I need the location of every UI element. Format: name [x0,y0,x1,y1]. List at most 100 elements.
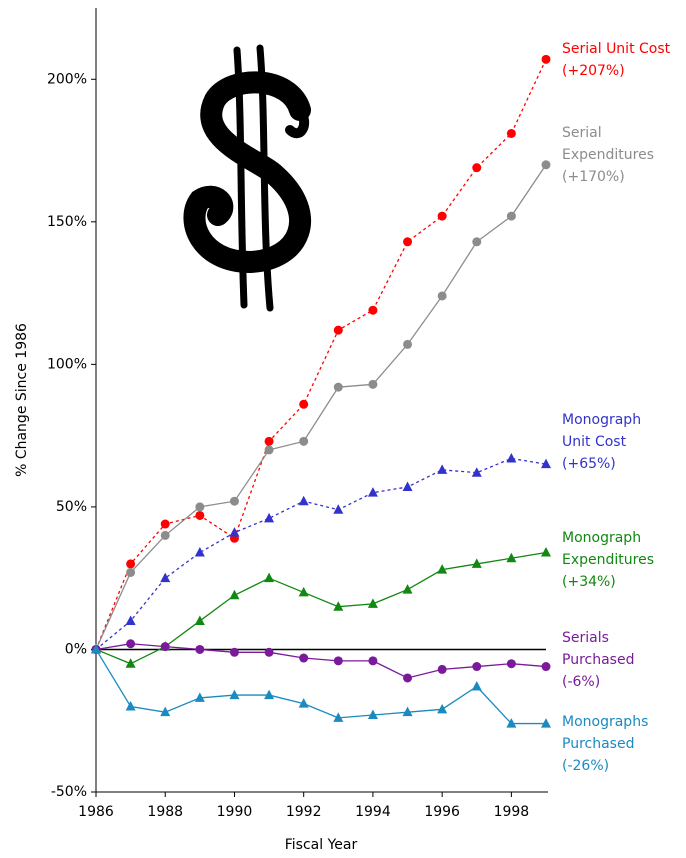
point [160,530,170,540]
point [126,639,136,649]
point [194,615,205,625]
y-tick-label: 50% [56,499,87,515]
point [403,673,413,683]
point [195,502,205,512]
point [506,211,516,221]
point [368,656,378,666]
point [195,644,205,654]
point [333,601,344,611]
value-label: (+207%) [562,63,625,79]
point [541,160,551,170]
point [471,467,482,477]
point [471,558,482,568]
series-label: Serial Unit Cost [562,41,671,57]
point [194,547,205,557]
y-tick-label: 0% [65,641,87,657]
x-tick-label: 1986 [78,804,114,820]
point [541,458,551,469]
point [264,445,274,455]
point [506,128,516,138]
point [402,706,413,717]
point [264,436,274,446]
point [298,698,309,708]
series-line [95,649,546,725]
point [264,689,275,700]
point [402,481,413,491]
point [298,495,309,506]
y-tick-label: 200% [47,71,87,87]
point [195,510,205,520]
point [160,519,170,529]
point [472,163,482,173]
point [299,653,309,663]
value-label: (+65%) [562,456,616,472]
point [437,703,448,714]
value-label: (-26%) [562,758,609,774]
x-tick-label: 1992 [286,804,322,820]
point [264,512,275,523]
point [402,584,413,594]
series-label: Serial [562,125,602,141]
series-line [95,59,547,650]
series-line [95,551,547,665]
point [160,572,171,583]
series-line [95,643,547,679]
x-tick-label: 1998 [494,804,530,820]
dollar-icon [183,44,312,312]
point [437,211,447,221]
point [126,567,136,577]
point [541,54,551,64]
point [437,291,447,301]
point [472,237,482,247]
point [368,379,378,389]
value-label: (+34%) [562,574,616,590]
point [368,305,378,315]
x-tick-label: 1994 [355,804,391,820]
series-label: Monograph [562,412,641,428]
point [367,487,378,497]
point [229,589,240,600]
point [541,662,551,672]
value-label: (+170%) [562,169,625,185]
point [125,658,136,668]
point [160,642,170,652]
point [333,504,344,514]
point [437,664,447,674]
point [194,692,205,702]
point [298,586,309,597]
point [506,552,517,563]
point [125,700,136,711]
series-line [95,457,547,650]
point [333,656,343,666]
point [506,659,516,669]
series-label: Purchased [562,736,634,752]
point [125,615,136,625]
point [471,681,482,691]
series-label: Purchased [562,652,634,668]
series-label: Monographs [562,714,648,730]
point [541,547,551,557]
y-tick-label: -50% [51,784,87,800]
point [126,559,136,569]
point [403,339,413,349]
point [506,452,517,463]
point [437,464,448,474]
point [437,564,448,574]
x-tick-label: 1996 [424,804,460,820]
point [367,598,378,608]
point [333,382,343,392]
point [229,647,239,657]
point [91,643,101,654]
value-label: (-6%) [562,674,600,690]
y-tick-label: 150% [47,214,87,230]
series-line [95,164,547,650]
y-axis-title: % Change Since 1986 [14,323,30,477]
series-label: Expenditures [562,147,654,163]
series-label: Unit Cost [562,434,627,450]
x-tick-label: 1990 [217,804,253,820]
point [403,237,413,247]
point [264,647,274,657]
point [541,718,551,728]
point [506,718,517,728]
